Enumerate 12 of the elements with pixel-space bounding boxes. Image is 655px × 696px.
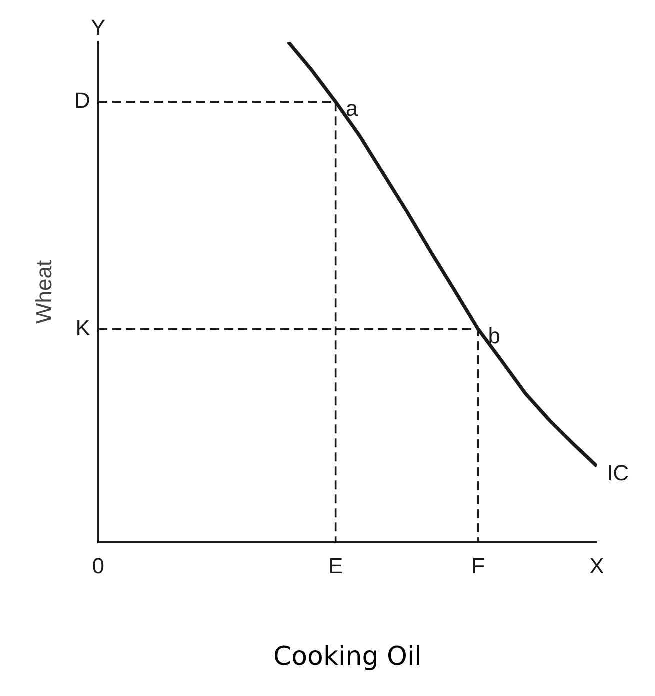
annotation: b bbox=[488, 323, 501, 348]
annotation: a bbox=[346, 96, 359, 122]
annotation: D bbox=[74, 88, 90, 114]
text: Y bbox=[91, 15, 106, 40]
x-axis-title: Cooking Oil bbox=[273, 642, 422, 672]
x-tick-label: 0 bbox=[92, 554, 105, 579]
y-axis-title: Wheat bbox=[31, 260, 56, 324]
annotation: K bbox=[76, 315, 91, 340]
x-tick-label: X bbox=[590, 554, 605, 579]
annotation: IC bbox=[607, 460, 630, 486]
x-tick-label: E bbox=[328, 554, 344, 579]
x-tick-label: F bbox=[472, 554, 486, 579]
